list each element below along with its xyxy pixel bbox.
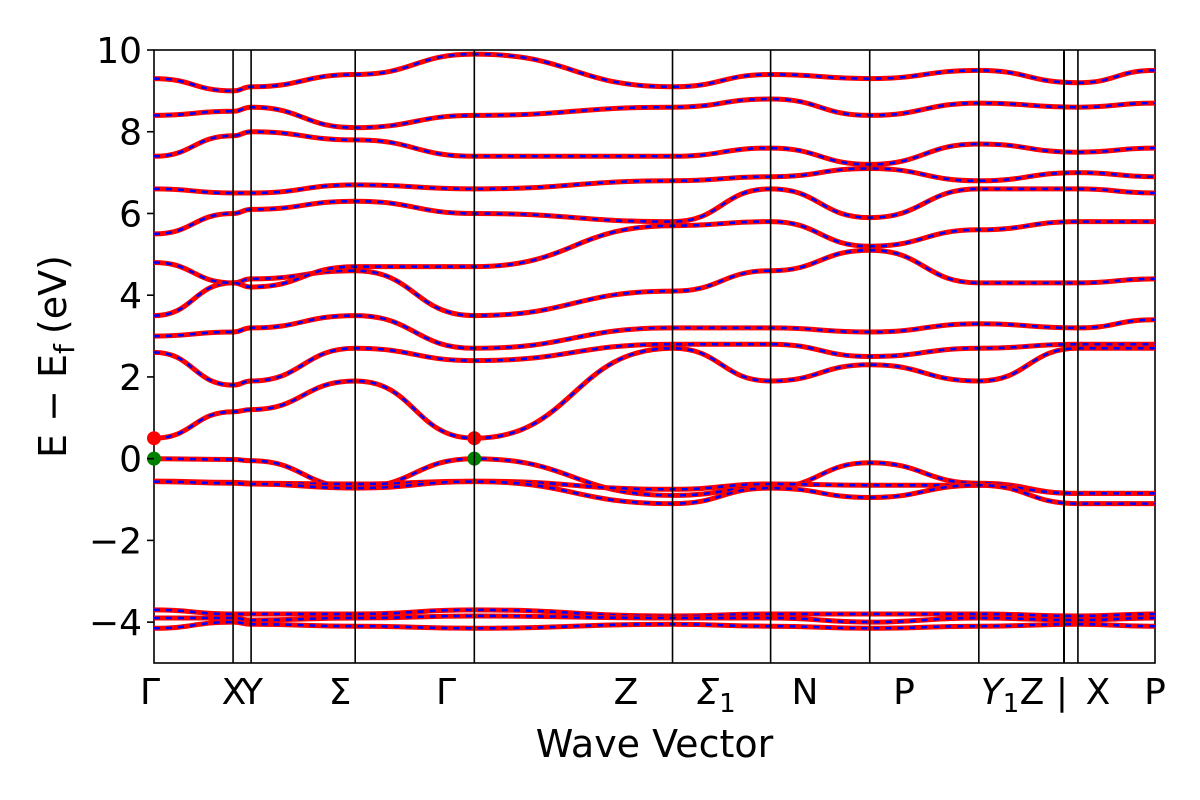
kpoint-lines	[232, 50, 1079, 663]
x-tick-label-2: Y	[240, 672, 264, 713]
x-tick-label-13: P	[1144, 672, 1166, 713]
y-axis-label-sub: f	[48, 343, 81, 354]
marker-cbm-gamma-start	[147, 431, 161, 446]
x-tick-label-10: Z	[1020, 672, 1045, 713]
x-tick-label-11: |	[1056, 672, 1068, 713]
y-axis-label: E − Ef (eV)	[31, 255, 81, 458]
band-line-7	[154, 341, 1155, 388]
plot-area	[153, 49, 1156, 664]
y-tick-label-6: 8	[119, 113, 142, 154]
y-tick-label-5: 6	[119, 194, 142, 235]
x-tick-label-4: Γ	[436, 672, 456, 713]
x-tick-label-12: X	[1086, 672, 1111, 713]
band-edge-markers	[147, 431, 482, 466]
x-ticks: Γ XY Σ Γ Z Σ1 N P Y1 Z | X P	[140, 672, 1166, 719]
y-tick-label-1: −2	[89, 521, 142, 562]
y-tick-label-7: 10	[96, 31, 142, 72]
x-tick-label-8: P	[893, 672, 915, 713]
y-tick-label-3: 2	[119, 358, 142, 399]
y-tick-label-2: 0	[119, 440, 142, 481]
y-tick-label-0: −4	[89, 603, 142, 644]
x-tick-label-7: N	[792, 672, 819, 713]
x-tick-label-5: Z	[614, 672, 639, 713]
y-axis-label-unit: (eV)	[31, 255, 75, 334]
x-axis-label: Wave Vector	[536, 722, 774, 766]
x-tick-label-1: X	[222, 672, 247, 713]
plot-frame	[153, 49, 1156, 664]
x-tick-label-9: Y1	[981, 672, 1020, 719]
y-tick-label-4: 4	[119, 276, 142, 317]
x-tick-label-6: Σ1	[696, 672, 735, 719]
x-tick-label-0: Γ	[140, 672, 160, 713]
band-line-dash-6	[154, 347, 1155, 440]
y-axis-label-main: E − E	[31, 354, 75, 458]
y-ticks: −4 −2 0 2 4 6 8 10	[89, 31, 154, 644]
x-tick-label-3: Σ	[329, 672, 352, 713]
